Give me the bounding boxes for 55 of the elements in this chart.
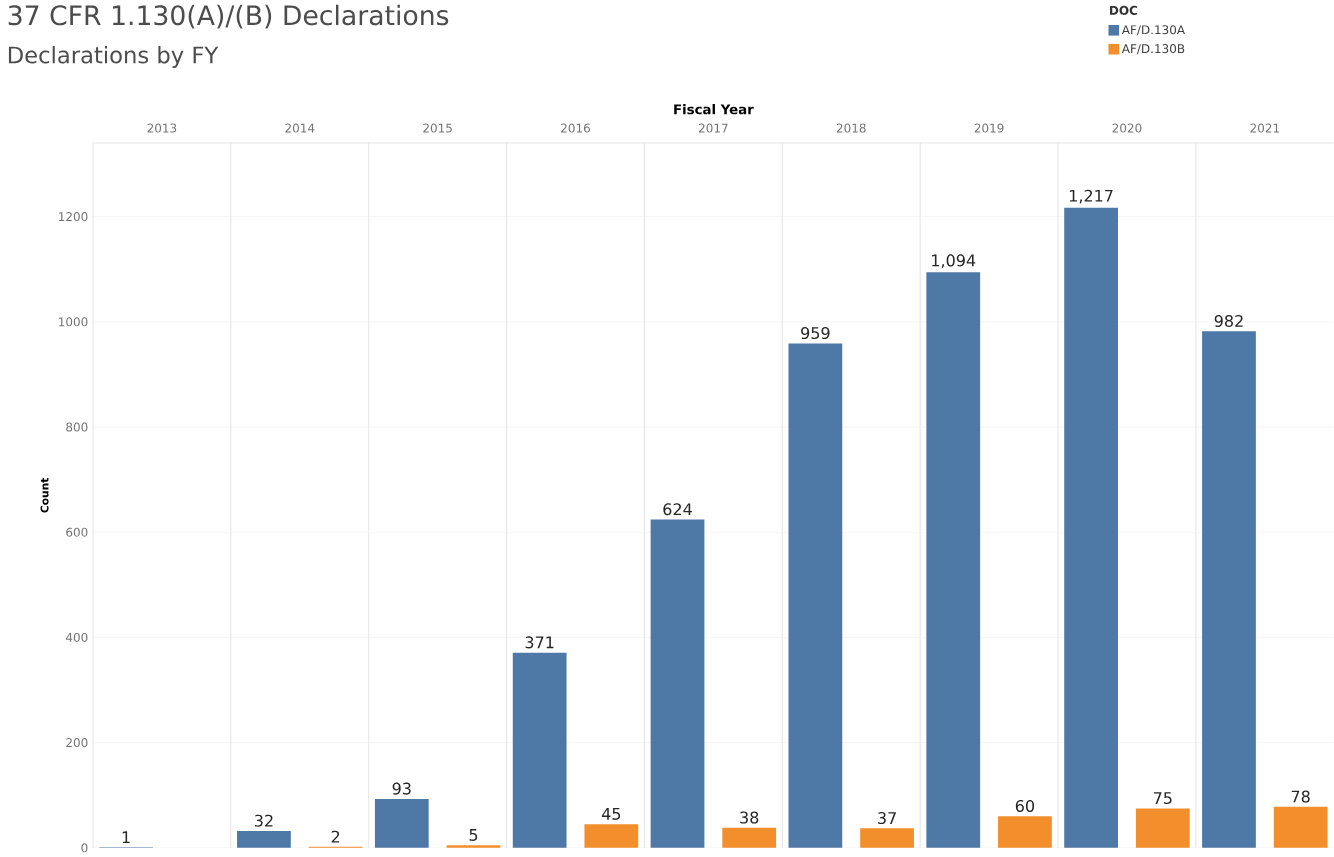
legend-label: AF/D.130B — [1121, 44, 1185, 55]
bar — [1202, 331, 1256, 848]
data-label: 60 — [1015, 800, 1035, 813]
data-label: 5 — [469, 829, 478, 842]
data-label: 45 — [601, 808, 621, 820]
y-tick-label: 1200 — [59, 212, 88, 222]
bar — [788, 343, 843, 848]
data-label: 959 — [801, 327, 830, 340]
data-label: 624 — [663, 503, 692, 516]
data-label: 38 — [740, 811, 759, 824]
legend-label: AF/D.130A — [1121, 25, 1185, 36]
y-tick-label: 0 — [81, 843, 88, 853]
data-label: 32 — [254, 814, 273, 827]
bar — [512, 652, 567, 848]
bar — [860, 828, 914, 848]
data-label: 37 — [878, 812, 896, 825]
bar — [650, 519, 705, 848]
legend-title: DOC — [1110, 5, 1138, 15]
bar — [926, 272, 981, 848]
data-label: 78 — [1291, 790, 1310, 803]
x-tick-label: 2016 — [561, 123, 590, 133]
y-axis-title: Count — [40, 478, 49, 513]
data-label: 982 — [1214, 315, 1243, 328]
data-label: 75 — [1153, 792, 1172, 805]
bar — [1064, 207, 1118, 848]
x-tick-label: 2019 — [974, 123, 1004, 133]
bar — [1135, 808, 1190, 848]
x-tick-label: 2013 — [147, 123, 177, 133]
x-tick-label: 2017 — [698, 123, 728, 133]
bar — [374, 799, 429, 848]
bar — [1273, 806, 1328, 848]
chart-title: 37 CFR 1.130(A)/(B) Declarations — [8, 4, 449, 29]
y-tick-label: 200 — [66, 738, 88, 748]
x-tick-label: 2014 — [285, 123, 315, 133]
y-tick-label: 600 — [66, 527, 88, 537]
bar — [722, 827, 777, 848]
x-axis-title: Fiscal Year — [674, 104, 754, 115]
bar — [998, 816, 1052, 848]
bar — [237, 831, 291, 848]
y-tick-label: 400 — [65, 632, 88, 643]
x-tick-label: 2018 — [836, 123, 866, 133]
data-label: 2 — [331, 830, 340, 843]
bar — [584, 824, 639, 848]
data-label: 1,217 — [1069, 189, 1113, 204]
x-tick-label: 2021 — [1250, 123, 1279, 133]
data-label: 1 — [122, 831, 130, 844]
data-label: 1,094 — [932, 254, 976, 269]
y-tick-label: 800 — [66, 422, 88, 432]
x-tick-label: 2020 — [1112, 123, 1142, 133]
chart-subtitle: Declarations by FY — [8, 46, 219, 69]
data-label: 93 — [392, 782, 411, 795]
x-tick-label: 2015 — [423, 123, 452, 133]
data-label: 371 — [525, 636, 554, 649]
y-tick-label: 1000 — [59, 317, 88, 327]
bar — [446, 845, 501, 848]
